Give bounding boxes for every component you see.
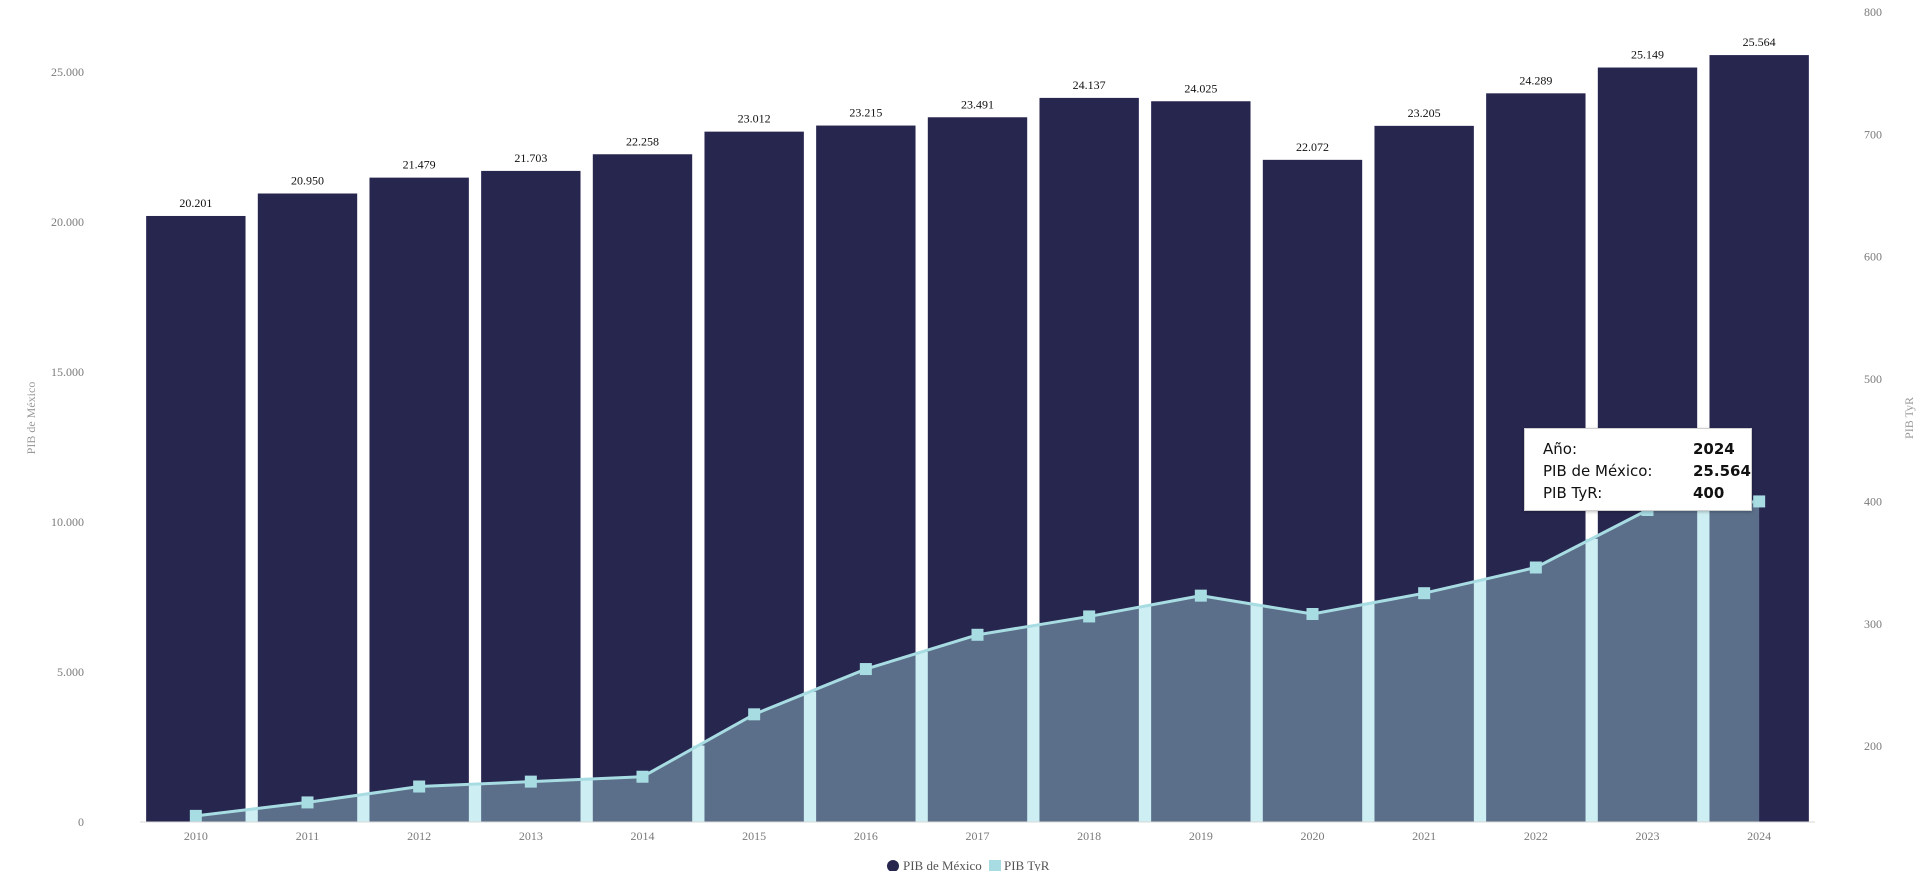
tooltip-tyr-key: PIB TyR: <box>1543 484 1603 502</box>
tooltip-pib-value: 25.564 <box>1693 462 1751 480</box>
left-tick-label: 0 <box>78 815 84 829</box>
x-tick-label-2017: 2017 <box>966 829 990 843</box>
x-tick-label-2016: 2016 <box>854 829 878 843</box>
marker-pib-tyr-2017[interactable] <box>971 628 984 641</box>
bar-label-2010: 20.201 <box>179 196 212 210</box>
legend[interactable]: PIB de México PIB TyR <box>887 858 1050 871</box>
bar-label-2014: 22.258 <box>626 134 659 148</box>
marker-pib-tyr-2015[interactable] <box>748 708 761 721</box>
tooltip: Año: 2024 PIB de México: 25.564 PIB TyR:… <box>1524 428 1752 511</box>
bar-2014[interactable] <box>592 154 693 822</box>
x-tick-label-2023: 2023 <box>1636 829 1660 843</box>
bar-label-2019: 24.025 <box>1184 81 1217 95</box>
x-tick-label-2019: 2019 <box>1189 829 1213 843</box>
bar-label-2023: 25.149 <box>1631 48 1664 62</box>
marker-pib-tyr-2024[interactable] <box>1753 495 1766 508</box>
marker-pib-tyr-2014[interactable] <box>636 770 649 783</box>
x-tick-label-2011: 2011 <box>296 829 320 843</box>
legend-marker-pib-mexico <box>887 860 899 871</box>
bar-label-2011: 20.950 <box>291 174 324 188</box>
x-tick-label-2018: 2018 <box>1077 829 1101 843</box>
right-tick-label: 600 <box>1864 250 1882 264</box>
left-tick-label: 5.000 <box>57 665 84 679</box>
bar-label-2017: 23.491 <box>961 97 994 111</box>
bar-2013[interactable] <box>481 170 581 822</box>
x-tick-label-2024: 2024 <box>1747 829 1771 843</box>
right-axis-title: PIB TyR <box>1902 397 1916 439</box>
left-tick-label: 25.000 <box>51 65 84 79</box>
right-tick-label: 800 <box>1864 5 1882 19</box>
bar-label-2022: 24.289 <box>1519 73 1552 87</box>
x-tick-label-2012: 2012 <box>407 829 431 843</box>
right-tick-label: 400 <box>1864 494 1882 508</box>
tooltip-tyr-value: 400 <box>1693 484 1725 502</box>
right-tick-label: 500 <box>1864 372 1882 386</box>
legend-label-pib-mexico[interactable]: PIB de México <box>903 858 982 871</box>
right-tick-label: 700 <box>1864 127 1882 141</box>
right-tick-label: 300 <box>1864 617 1882 631</box>
bar-label-2020: 22.072 <box>1296 140 1329 154</box>
bar-label-2013: 21.703 <box>514 151 547 165</box>
marker-pib-tyr-2012[interactable] <box>413 780 426 793</box>
marker-pib-tyr-2018[interactable] <box>1083 610 1096 623</box>
bar-2012[interactable] <box>369 177 469 822</box>
marker-pib-tyr-2010[interactable] <box>189 809 202 822</box>
left-axis-title: PIB de México <box>24 382 38 455</box>
x-tick-label-2010: 2010 <box>184 829 208 843</box>
bar-label-2018: 24.137 <box>1073 78 1106 92</box>
x-tick-label-2014: 2014 <box>631 829 655 843</box>
bar-label-2021: 23.205 <box>1408 106 1441 120</box>
marker-pib-tyr-2019[interactable] <box>1194 589 1207 602</box>
tooltip-year-key: Año: <box>1543 440 1577 458</box>
legend-marker-pib-tyr <box>989 860 1001 871</box>
x-tick-label-2020: 2020 <box>1301 829 1325 843</box>
marker-pib-tyr-2020[interactable] <box>1306 607 1319 620</box>
marker-pib-tyr-2011[interactable] <box>301 796 314 809</box>
left-tick-label: 15.000 <box>51 365 84 379</box>
marker-pib-tyr-2021[interactable] <box>1418 587 1431 600</box>
right-tick-label: 200 <box>1864 739 1882 753</box>
bar-2011[interactable] <box>257 193 358 823</box>
x-tick-label-2021: 2021 <box>1412 829 1436 843</box>
area-series-pib-tyr <box>189 495 1766 822</box>
right-axis: 200 300 400 500 600 700 800 <box>1864 5 1882 753</box>
x-tick-label-2015: 2015 <box>742 829 766 843</box>
x-tick-label-2013: 2013 <box>519 829 543 843</box>
left-tick-label: 10.000 <box>51 515 84 529</box>
bar-data-labels: 20.201 20.950 21.479 21.703 22.258 23.012 23.2… <box>179 35 1775 210</box>
bar-label-2024: 25.564 <box>1743 35 1776 49</box>
marker-pib-tyr-2013[interactable] <box>524 775 537 788</box>
bar-label-2012: 21.479 <box>403 158 436 172</box>
x-axis: 2010 2011 2012 2013 2014 2015 2016 2017 2018 2019… <box>140 821 1815 843</box>
left-tick-label: 20.000 <box>51 215 84 229</box>
marker-pib-tyr-2022[interactable] <box>1529 561 1542 574</box>
x-tick-label-2022: 2022 <box>1524 829 1548 843</box>
marker-pib-tyr-2016[interactable] <box>859 663 872 676</box>
left-axis: 0 5.000 10.000 15.000 20.000 25.000 <box>51 65 84 829</box>
bar-2010[interactable] <box>146 215 246 823</box>
legend-label-pib-tyr[interactable]: PIB TyR <box>1004 858 1050 871</box>
bar-label-2016: 23.215 <box>849 106 882 120</box>
tooltip-pib-key: PIB de México: <box>1543 462 1653 480</box>
tooltip-year-value: 2024 <box>1693 440 1735 458</box>
bar-label-2015: 23.012 <box>738 112 771 126</box>
